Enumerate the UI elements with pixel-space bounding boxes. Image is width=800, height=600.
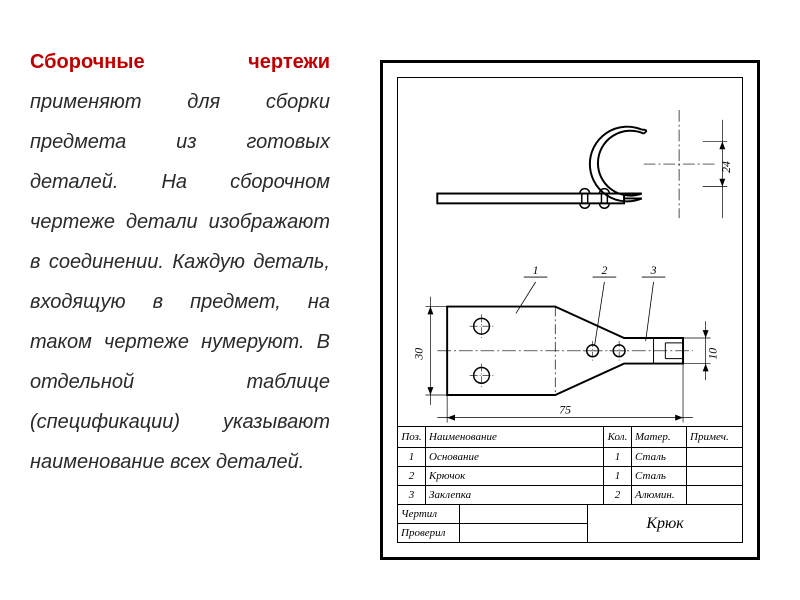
text-column: Сборочные чертежи применяют для сборки п…: [0, 0, 340, 600]
sign-checked: Проверил: [398, 524, 460, 542]
spec-header-row: Поз. Наименование Кол. Матер. Примеч.: [398, 427, 742, 447]
hdr-kol: Кол.: [604, 427, 632, 447]
drawing-border: 24: [397, 77, 743, 543]
definition-paragraph: Сборочные чертежи применяют для сборки п…: [30, 42, 330, 482]
leader-3: 3: [650, 263, 657, 277]
hdr-name: Наименование: [426, 427, 604, 447]
dim-10: 10: [705, 348, 719, 360]
hdr-mat: Матер.: [632, 427, 687, 447]
dim-24: 24: [719, 161, 733, 173]
leader-2: 2: [601, 263, 607, 277]
dim-75: 75: [559, 403, 571, 417]
leader-1: 1: [533, 263, 539, 277]
spec-row: 3 Заклепка 2 Алюмин.: [398, 485, 742, 504]
hdr-poz: Поз.: [398, 427, 426, 447]
title-block-bottom: Чертил Проверил Крюк: [398, 504, 742, 542]
term: Сборочные чертежи: [30, 51, 330, 73]
sign-drew: Чертил: [398, 505, 460, 523]
assembly-drawing: 24: [398, 78, 742, 427]
hdr-prim: Примеч.: [687, 427, 742, 447]
drawing-sheet: 24: [380, 60, 760, 560]
title-block: Поз. Наименование Кол. Матер. Примеч. 1 …: [398, 426, 742, 542]
figure-column: 24: [340, 0, 800, 600]
drawing-title: Крюк: [588, 505, 742, 542]
spec-row: 1 Основание 1 Сталь: [398, 447, 742, 466]
definition-body: применяют для сборки предмета из готовых…: [30, 91, 330, 473]
dim-30: 30: [412, 348, 426, 361]
spec-row: 2 Крючок 1 Сталь: [398, 466, 742, 485]
